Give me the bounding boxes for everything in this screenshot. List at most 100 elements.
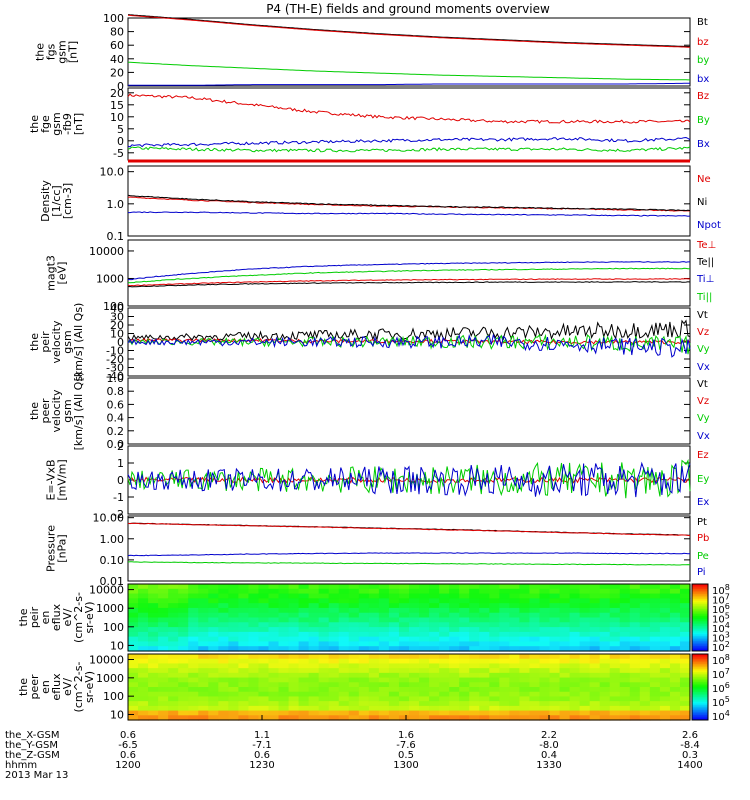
spectrogram-cell xyxy=(268,696,280,702)
spectrogram-cell xyxy=(348,682,360,688)
spectrogram-cell xyxy=(609,687,621,693)
spectrogram-cell xyxy=(278,696,290,702)
spectrogram-cell xyxy=(188,668,199,674)
y-tick-label: 20 xyxy=(110,319,124,332)
spectrogram-cell xyxy=(679,622,691,628)
spectrogram-cell xyxy=(439,646,450,652)
series-line-Vx xyxy=(127,333,691,358)
spectrogram-cell xyxy=(499,672,510,679)
y-tick-label: 0.10 xyxy=(100,554,125,567)
spectrogram-cell xyxy=(358,687,370,693)
spectrogram-cell xyxy=(679,612,691,619)
spectrogram-cell xyxy=(609,710,621,716)
spectrogram-cell xyxy=(579,710,591,716)
spectrogram-cell xyxy=(188,646,199,652)
spectrogram-cell xyxy=(499,701,510,707)
spectrogram-cell xyxy=(158,715,169,721)
spectrogram-cell xyxy=(238,654,250,660)
spectrogram-cell xyxy=(248,598,260,604)
spectrogram-cell xyxy=(419,584,430,590)
spectrogram-cell xyxy=(308,612,320,619)
spectrogram-cell xyxy=(128,627,139,633)
spectrogram-cell xyxy=(469,691,480,698)
spectrogram-cell xyxy=(158,658,169,665)
spectrogram-cell xyxy=(238,598,250,604)
spectrogram-cell xyxy=(669,682,681,688)
spectrogram-cell xyxy=(609,715,621,721)
spectrogram-cell xyxy=(619,607,631,614)
y-axis-label-line: -fb9 xyxy=(61,113,74,135)
spectrogram-cell xyxy=(368,677,380,683)
spectrogram-cell xyxy=(639,672,651,679)
spectrogram-cell xyxy=(318,687,330,693)
spectrogram-cell xyxy=(358,663,370,669)
spectrogram-cell xyxy=(529,646,541,652)
y-tick-label: 0.4 xyxy=(107,412,125,425)
spectrogram-cell xyxy=(569,658,581,665)
spectrogram-cell xyxy=(138,636,149,643)
y-axis-label-line: [1/cc] xyxy=(50,185,63,216)
spectrogram-cell xyxy=(298,682,310,688)
spectrogram-cell xyxy=(208,641,219,647)
spectrogram-cell xyxy=(308,663,320,669)
spectrogram-cell xyxy=(228,631,239,638)
spectrogram-cell xyxy=(368,584,380,590)
y-axis-label: thepeerenefluxeV/(cm^2-s-sr-eV) xyxy=(17,662,96,713)
spectrogram-cell xyxy=(519,646,531,652)
spectrogram-cell xyxy=(649,646,661,652)
spectrogram-cell xyxy=(218,622,229,628)
spectrogram-cell xyxy=(609,622,621,628)
spectrogram-cell xyxy=(148,603,159,609)
colorbar-segment xyxy=(692,594,708,597)
spectrogram-cell xyxy=(398,584,410,590)
legend-entry: Bt xyxy=(697,17,708,28)
spectrogram-cell xyxy=(679,636,691,643)
colorbar-tick-exponent: 5 xyxy=(725,612,730,621)
spectrogram-cell xyxy=(148,584,159,590)
spectrogram-cell xyxy=(519,658,531,665)
spectrogram-cell xyxy=(288,631,300,638)
spectrogram-cell xyxy=(258,603,270,609)
spectrogram-cell xyxy=(459,631,470,638)
spectrogram-cell xyxy=(328,696,340,702)
spectrogram-cell xyxy=(188,612,199,619)
spectrogram-cell xyxy=(629,627,641,633)
spectrogram-cell xyxy=(529,607,541,614)
spectrogram-cell xyxy=(509,612,520,619)
spectrogram-cell xyxy=(509,663,520,669)
spectrogram-cell xyxy=(168,646,179,652)
spectrogram-cell xyxy=(348,631,360,638)
spectrogram-cell xyxy=(639,598,651,604)
spectrogram-cell xyxy=(318,701,330,707)
spectrogram-cell xyxy=(318,696,330,702)
spectrogram-cell xyxy=(629,658,641,665)
spectrogram-cell xyxy=(489,636,500,643)
spectrogram-cell xyxy=(168,636,179,643)
spectrogram-cell xyxy=(368,701,380,707)
colorbar-tick-label: 107 xyxy=(712,667,730,681)
y-tick-label: -2 xyxy=(113,508,124,521)
spectrogram-cell xyxy=(188,654,199,660)
spectrogram-cell xyxy=(509,705,520,712)
spectrogram-cell xyxy=(599,622,611,628)
spectrogram-cell xyxy=(679,588,691,595)
y-tick-label: 0 xyxy=(117,135,124,148)
y-axis-label-line: [cm-3] xyxy=(61,183,74,219)
y-axis-label-line: (cm^2-s- xyxy=(72,662,85,713)
spectrogram-cell xyxy=(449,668,460,674)
y-tick-label: 10000 xyxy=(89,654,124,667)
spectrogram-cell xyxy=(479,663,490,669)
spectrogram-cell xyxy=(499,705,510,712)
spectrogram-cell xyxy=(419,687,430,693)
y-axis-label-line: peir xyxy=(39,331,52,353)
spectrogram-cell xyxy=(398,593,410,599)
spectrogram-cell xyxy=(429,710,440,716)
spectrogram-cell xyxy=(248,654,260,660)
spectrogram-cell xyxy=(238,631,250,638)
spectrogram-cell xyxy=(348,663,360,669)
spectrogram-cell xyxy=(489,584,500,590)
colorbar-segment xyxy=(692,590,708,593)
spectrogram-cell xyxy=(559,696,571,702)
spectrogram-cell xyxy=(579,663,591,669)
